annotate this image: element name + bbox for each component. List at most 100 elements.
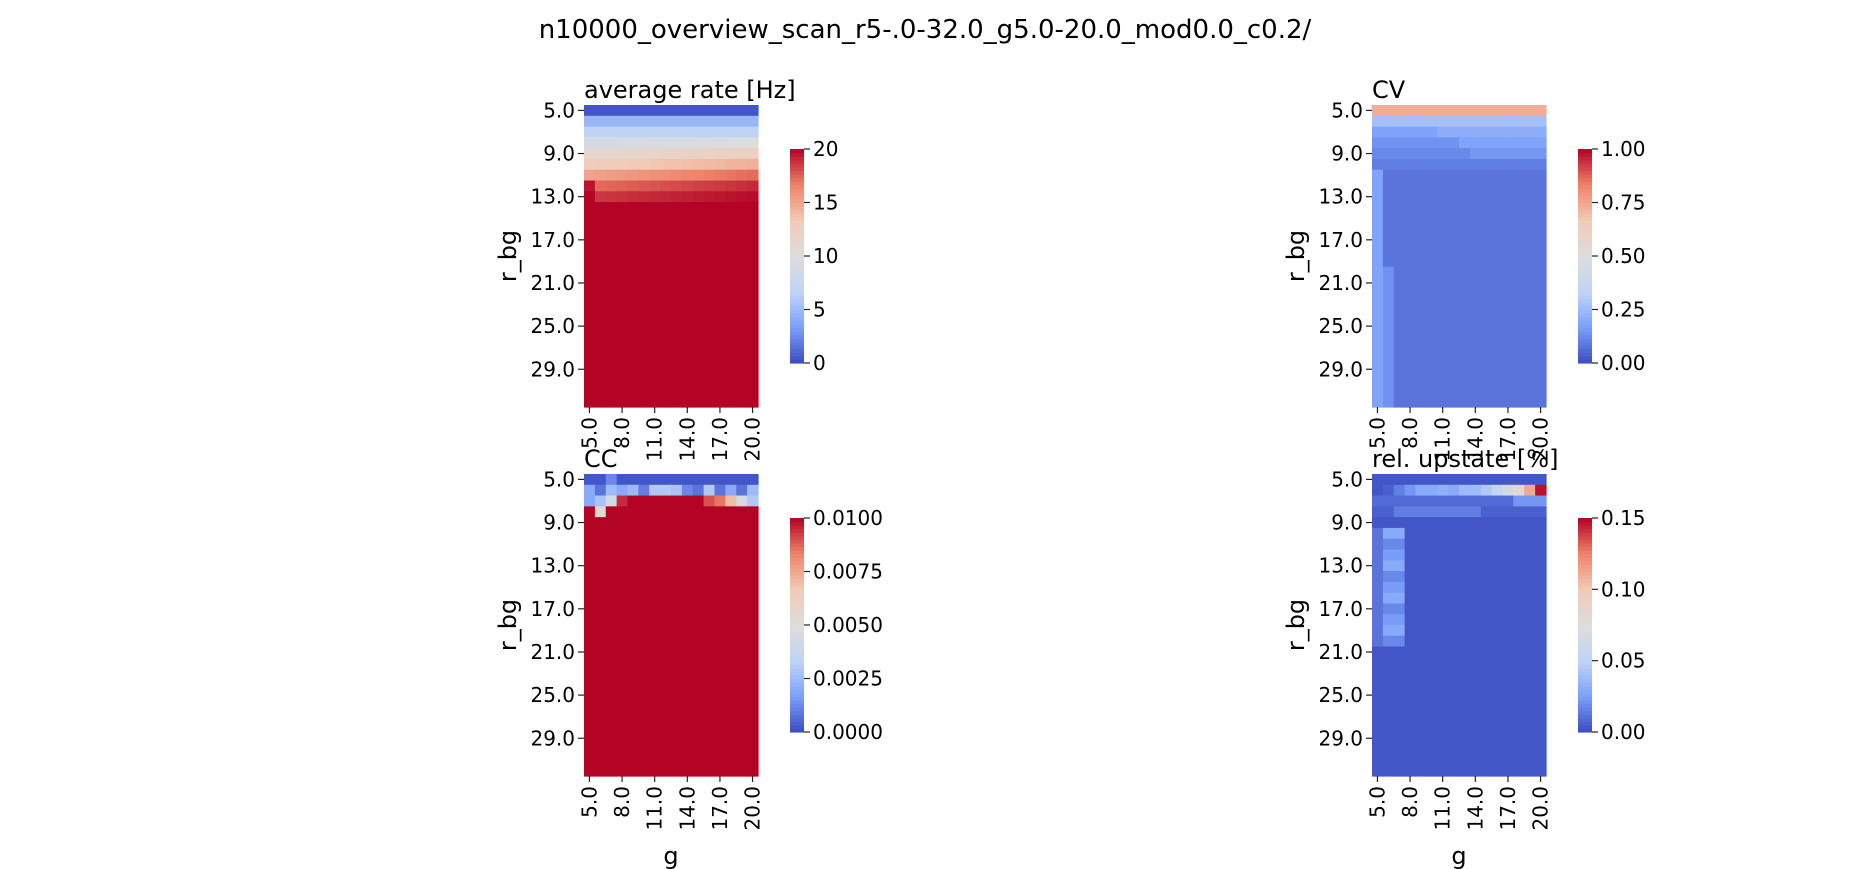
- heatmap-cell: [671, 158, 683, 171]
- heatmap-cell: [714, 256, 726, 268]
- heatmap-cell: [692, 212, 705, 225]
- heatmap-cell: [605, 614, 618, 626]
- heatmap-cell: [747, 309, 759, 322]
- heatmap-cell: [649, 331, 661, 343]
- heatmap-cell: [1404, 158, 1417, 171]
- heatmap-cell: [1404, 765, 1417, 777]
- heatmap-cell: [1469, 169, 1482, 182]
- heatmap-cell: [1524, 396, 1536, 408]
- heatmap-cell: [714, 277, 726, 289]
- heatmap-cell: [736, 549, 748, 561]
- heatmap-cell: [1382, 678, 1395, 691]
- heatmap-cells: [584, 105, 759, 408]
- heatmap-cell: [638, 320, 650, 333]
- heatmap-cell: [725, 527, 737, 540]
- heatmap-cell: [638, 266, 650, 279]
- heatmap-cell: [747, 202, 759, 214]
- heatmap-cell: [594, 614, 607, 626]
- heatmap-cell: [692, 614, 705, 626]
- heatmap-cell: [660, 277, 672, 289]
- heatmap-cell: [1480, 277, 1493, 289]
- heatmap-cell: [1382, 689, 1395, 702]
- heatmap-cell: [627, 158, 639, 171]
- heatmap-cell: [714, 169, 726, 182]
- heatmap-cell: [1491, 722, 1504, 734]
- heatmap-cell: [1459, 309, 1471, 322]
- heatmap-cell: [1491, 484, 1504, 497]
- y-tick-label: 29.0: [530, 726, 575, 750]
- heatmap-cell: [692, 646, 705, 658]
- heatmap-cell: [1535, 212, 1547, 225]
- heatmap-cell: [584, 765, 596, 777]
- heatmap-cell: [649, 202, 661, 214]
- colorbar-segment: [1578, 678, 1592, 683]
- y-axis-label: r_bg: [494, 230, 522, 282]
- y-tick-label: 13.0: [1318, 185, 1363, 209]
- heatmap-cell: [671, 732, 683, 745]
- heatmap-cell: [1535, 331, 1547, 343]
- colorbar-segment: [790, 223, 804, 229]
- heatmap-cell: [747, 158, 759, 171]
- heatmap-cell: [1437, 148, 1449, 160]
- heatmap-cell: [1372, 331, 1384, 343]
- heatmap-cell: [725, 234, 737, 246]
- heatmap-cell: [1382, 256, 1395, 268]
- heatmap-cell: [703, 169, 716, 182]
- heatmap-cell: [616, 331, 629, 343]
- heatmap-cell: [660, 625, 672, 637]
- heatmap-cell: [692, 223, 705, 236]
- heatmap-cell: [703, 711, 716, 723]
- heatmap-cell: [1393, 363, 1406, 376]
- heatmap-cell: [1415, 137, 1427, 149]
- heatmap-cell: [660, 105, 672, 117]
- colorbar-tick-label: 0.00: [1601, 351, 1646, 375]
- heatmap-cell: [1513, 474, 1525, 486]
- heatmap-cell: [1426, 474, 1438, 486]
- heatmap-cell: [714, 474, 726, 486]
- heatmap-cell: [1502, 495, 1514, 507]
- heatmap-cell: [1502, 517, 1514, 529]
- heatmap-cell: [1393, 495, 1406, 507]
- colorbar-segment: [790, 313, 804, 318]
- heatmap-cell: [671, 527, 683, 540]
- colorbar-segment: [790, 710, 804, 715]
- colorbar-segment: [1578, 213, 1592, 218]
- heatmap-cell: [1382, 126, 1395, 138]
- heatmap-cell: [1382, 299, 1395, 311]
- heatmap-cell: [671, 115, 683, 128]
- heatmap-cell: [1459, 331, 1471, 343]
- y-tick-label: 5.0: [1331, 98, 1363, 122]
- heatmap-cell: [1491, 245, 1504, 257]
- heatmap-cell: [1459, 234, 1471, 246]
- heatmap-cell: [1502, 484, 1514, 497]
- heatmap-cell: [616, 527, 629, 540]
- heatmap-cell: [1480, 581, 1493, 594]
- heatmap-cell: [594, 234, 607, 246]
- heatmap-cell: [649, 538, 661, 551]
- heatmap-cell: [638, 191, 650, 203]
- heatmap-cell: [1513, 266, 1525, 279]
- y-tick-label: 25.0: [530, 314, 575, 338]
- heatmap-cell: [1393, 320, 1406, 333]
- heatmap-cell: [1502, 331, 1514, 343]
- heatmap-cell: [605, 765, 618, 777]
- colorbar-segment: [1578, 553, 1592, 558]
- heatmap-cell: [681, 202, 694, 214]
- heatmap-cell: [649, 635, 661, 648]
- heatmap-cell: [584, 299, 596, 311]
- heatmap-cell: [649, 288, 661, 300]
- heatmap-cell: [627, 245, 639, 257]
- heatmap-cell: [1448, 256, 1460, 268]
- heatmap-cell: [649, 320, 661, 333]
- heatmap-cell: [1513, 635, 1525, 648]
- heatmap-cell: [584, 571, 596, 583]
- heatmap-cell: [605, 245, 618, 257]
- heatmap-cell: [1382, 484, 1395, 497]
- heatmap-cell: [1459, 385, 1471, 397]
- heatmap-cell: [616, 722, 629, 734]
- heatmap-cell: [703, 646, 716, 658]
- heatmap-cell: [725, 374, 737, 387]
- heatmap-cell: [1382, 517, 1395, 529]
- heatmap-cell: [671, 743, 683, 756]
- heatmap-cell: [616, 646, 629, 658]
